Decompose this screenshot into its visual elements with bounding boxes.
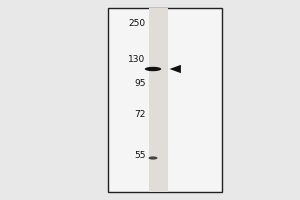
Text: 95: 95 bbox=[134, 78, 146, 88]
Ellipse shape bbox=[145, 67, 161, 71]
Text: 72: 72 bbox=[134, 110, 146, 119]
Bar bbox=[108, 8, 222, 192]
Bar bbox=[148, 8, 168, 192]
Text: 55: 55 bbox=[134, 151, 146, 160]
Text: 130: 130 bbox=[128, 55, 146, 64]
Ellipse shape bbox=[148, 156, 158, 160]
Text: 250: 250 bbox=[128, 19, 146, 27]
Polygon shape bbox=[169, 65, 181, 73]
